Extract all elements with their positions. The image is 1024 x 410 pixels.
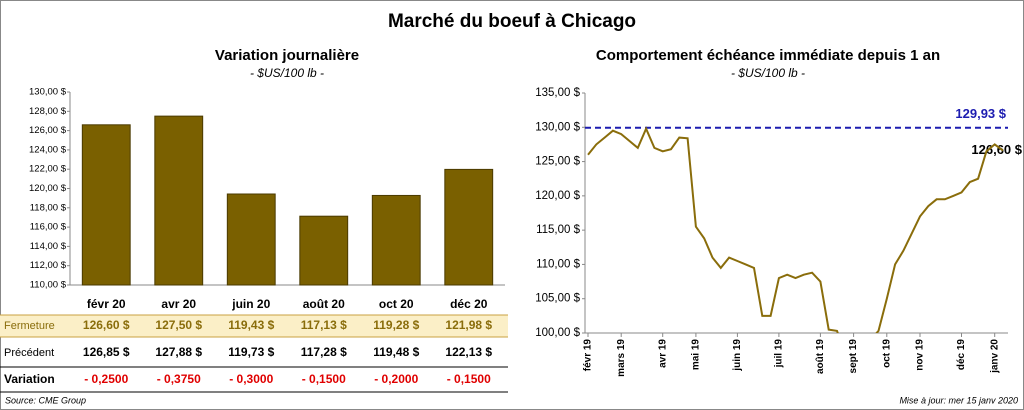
x-tick-label: oct 20 xyxy=(379,297,414,311)
bar xyxy=(154,115,204,286)
x-tick-label: sept 19 xyxy=(848,339,859,374)
y-tick-label: 128,00 $ xyxy=(29,106,67,117)
x-tick-label: janv 20 xyxy=(989,339,1000,374)
x-tick-label: déc 20 xyxy=(450,297,488,311)
table-cell: 119,28 $ xyxy=(373,318,419,332)
x-tick-label: nov 19 xyxy=(915,339,926,371)
x-tick-label: mars 19 xyxy=(616,339,627,377)
table-cell: 127,88 $ xyxy=(155,345,202,359)
y-tick-label: 114,00 $ xyxy=(30,241,67,252)
y-tick-label: 100,00 $ xyxy=(535,327,580,339)
updated: Mise à jour: mer 15 janv 2020 xyxy=(899,395,1018,405)
x-tick-label: févr 19 xyxy=(583,339,594,372)
y-tick-label: 116,00 $ xyxy=(30,222,67,233)
table-cell: 119,43 $ xyxy=(228,318,274,332)
end-label: 126,60 $ xyxy=(971,142,1022,157)
bar xyxy=(226,193,276,286)
x-tick-label: avr 20 xyxy=(161,297,196,311)
table-cell: 119,73 $ xyxy=(228,345,274,359)
source: Source: CME Group xyxy=(5,395,86,405)
table-cell: 117,28 $ xyxy=(301,345,347,359)
y-tick-label: 112,00 $ xyxy=(30,260,67,271)
row-label: Fermeture xyxy=(4,320,55,332)
y-tick-label: 120,00 $ xyxy=(535,190,580,202)
x-tick-label: juin 20 xyxy=(231,297,270,311)
table-cell: 127,50 $ xyxy=(155,318,202,332)
y-tick-label: 110,00 $ xyxy=(536,258,581,270)
table-cell: - 0,2000 xyxy=(374,372,418,386)
bar xyxy=(81,124,131,286)
y-tick-label: 135,00 $ xyxy=(535,87,580,99)
x-tick-label: juin 19 xyxy=(732,339,743,372)
table-cell: 122,13 $ xyxy=(445,345,492,359)
x-tick-label: juil 19 xyxy=(774,339,785,369)
bar xyxy=(299,215,349,286)
table-cell: 121,98 $ xyxy=(445,318,492,332)
table-cell: 119,48 $ xyxy=(373,345,419,359)
y-tick-label: 105,00 $ xyxy=(535,293,580,305)
y-tick-label: 110,00 $ xyxy=(30,280,67,291)
y-tick-label: 122,00 $ xyxy=(29,164,67,175)
bar xyxy=(444,168,494,286)
table-cell: 126,60 $ xyxy=(83,318,130,332)
x-tick-label: févr 20 xyxy=(87,297,126,311)
y-tick-label: 124,00 $ xyxy=(29,144,67,155)
table-cell: - 0,1500 xyxy=(302,372,346,386)
x-tick-label: août 20 xyxy=(303,297,345,311)
y-tick-label: 130,00 $ xyxy=(535,121,580,133)
x-tick-label: avr 19 xyxy=(657,339,668,368)
y-tick-label: 125,00 $ xyxy=(535,156,580,168)
table-cell: 117,13 $ xyxy=(301,318,347,332)
x-tick-label: déc 19 xyxy=(956,339,967,371)
chart-title: Comportement échéance immédiate depuis 1… xyxy=(596,47,940,64)
reference-label: 129,93 $ xyxy=(955,106,1006,121)
line xyxy=(587,126,1004,333)
x-tick-label: oct 19 xyxy=(881,339,892,368)
y-tick-label: 126,00 $ xyxy=(29,125,67,136)
main-title: Marché du boeuf à Chicago xyxy=(388,11,636,32)
chart-subtitle: - $US/100 lb - xyxy=(731,66,805,80)
y-tick-label: 118,00 $ xyxy=(30,202,67,213)
table-cell: - 0,2500 xyxy=(84,372,128,386)
table-cell: 126,85 $ xyxy=(83,345,130,359)
x-tick-label: mai 19 xyxy=(691,339,702,371)
y-tick-label: 130,00 $ xyxy=(29,87,67,98)
table-cell: - 0,1500 xyxy=(447,372,491,386)
y-tick-label: 120,00 $ xyxy=(29,183,67,194)
row-highlight xyxy=(0,315,508,337)
chart-title: Variation journalière xyxy=(215,47,359,64)
table-cell: - 0,3750 xyxy=(157,372,201,386)
table-cell: - 0,3000 xyxy=(229,372,273,386)
chart-subtitle: - $US/100 lb - xyxy=(250,66,324,80)
bar xyxy=(371,194,421,286)
row-label: Précédent xyxy=(4,347,54,359)
y-tick-label: 115,00 $ xyxy=(536,224,581,236)
row-label: Variation xyxy=(4,372,55,386)
x-tick-label: août 19 xyxy=(815,339,826,374)
